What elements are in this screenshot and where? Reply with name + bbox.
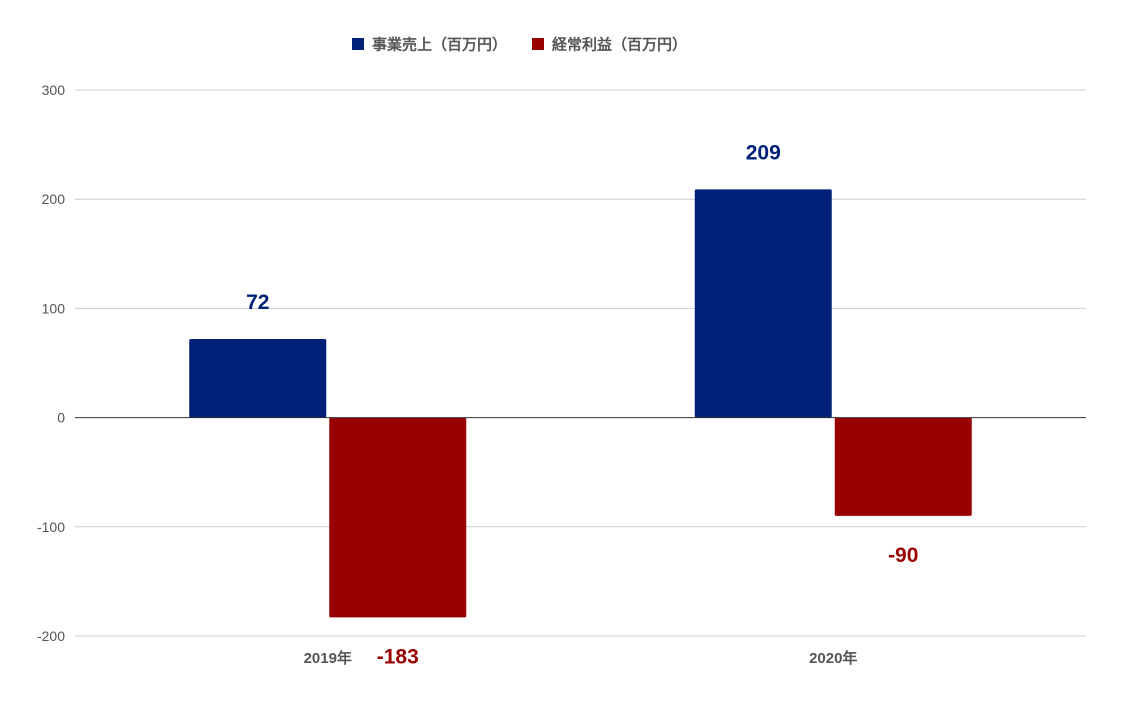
data-label: -183 [377,645,419,668]
bar-series-1-0 [329,417,467,618]
y-tick-label: 200 [42,191,66,207]
y-tick-label: 100 [42,300,66,316]
data-labels: 72 -183 209 -90 [246,141,918,668]
data-label: 72 [246,291,269,314]
gridlines [75,89,1086,637]
legend-label: 経常利益（百万円） [552,36,687,54]
legend: 事業売上（百万円） 経常利益（百万円） [352,36,687,54]
bar-series-0-1 [694,189,832,418]
x-axis-ticks: 2019年 2020年 [304,649,858,667]
y-axis-ticks: 300 200 100 0 -100 -200 [37,82,65,644]
y-tick-label: -100 [37,519,65,535]
legend-swatch [532,38,544,50]
legend-swatch [352,38,364,50]
bar-series-1-1 [834,417,972,516]
x-tick-label: 2020年 [809,649,857,667]
y-tick-label: 300 [42,82,66,98]
y-tick-label: -200 [37,628,65,644]
bars [189,189,972,618]
data-label: 209 [746,141,781,164]
data-label: -90 [888,544,918,567]
bar-series-0-0 [189,338,327,418]
y-tick-label: 0 [57,410,65,426]
legend-label: 事業売上（百万円） [372,36,507,54]
x-tick-label: 2019年 [304,649,352,667]
